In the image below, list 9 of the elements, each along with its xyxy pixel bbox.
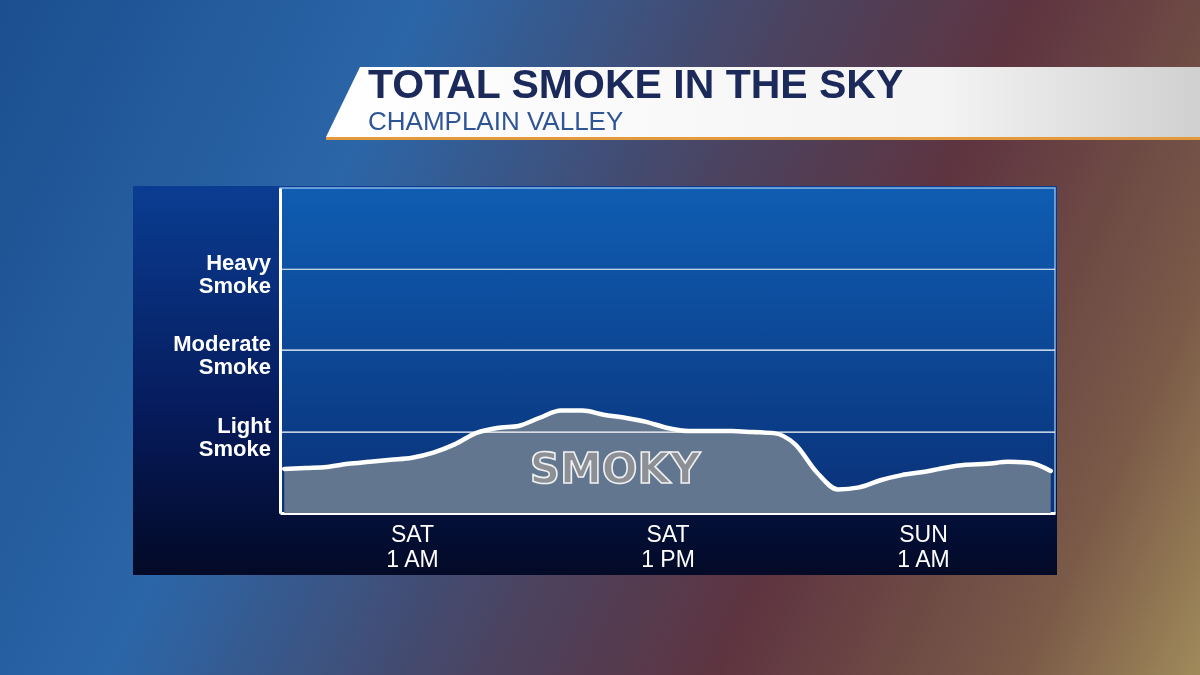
x-tick-label: SAT 1 PM (641, 520, 695, 572)
x-tick-label: SAT 1 AM (386, 520, 439, 572)
ref-line-label: Light Smoke (198, 413, 272, 462)
x-tick-label: SUN 1 AM (897, 520, 950, 572)
chart-title: TOTAL SMOKE IN THE SKY (368, 61, 904, 107)
annotation: SMOKY (529, 444, 701, 493)
ref-line-label: Moderate Smoke (173, 331, 271, 380)
chart-subtitle: CHAMPLAIN VALLEY (368, 106, 624, 136)
ref-line-label: Heavy Smoke (198, 250, 272, 299)
